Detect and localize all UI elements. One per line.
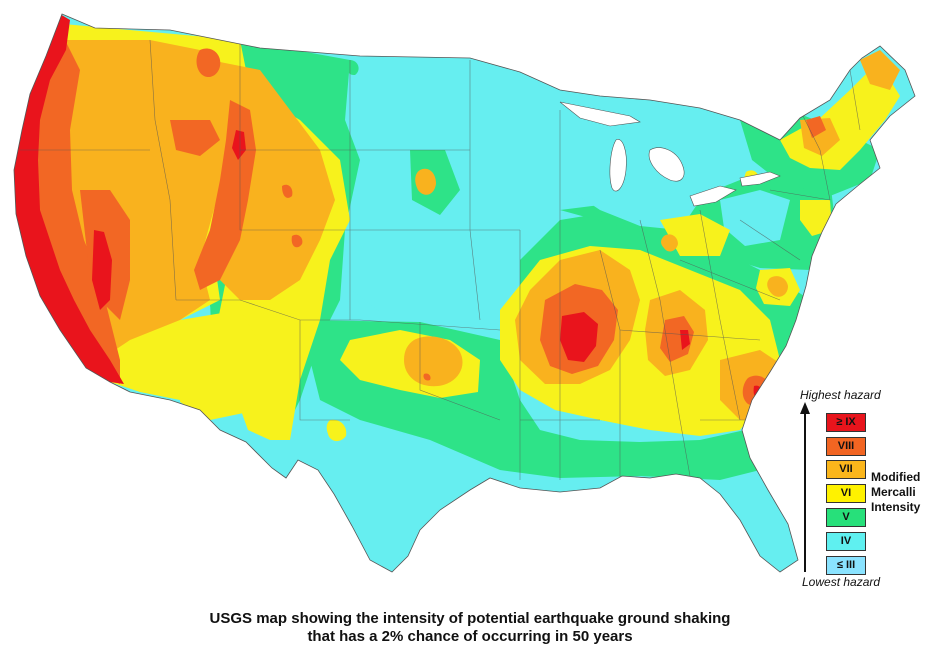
scale-title-line: Modified <box>871 470 921 484</box>
legend-swatch: V <box>826 508 866 527</box>
highest-hazard-label: Highest hazard <box>800 388 881 402</box>
legend-swatch: ≥ IX <box>826 413 866 432</box>
hazard-map <box>13 13 916 573</box>
legend-swatch: ≤ III <box>826 556 866 575</box>
scale-title-line: Intensity <box>871 500 921 514</box>
hazard-arrow <box>800 402 810 572</box>
map-caption-line-1: USGS map showing the intensity of potent… <box>209 610 731 627</box>
scale-title-line: Mercalli <box>871 485 916 499</box>
legend-swatch: IV <box>826 532 866 551</box>
map-caption-line-2: that has a 2% chance of occurring in 50 … <box>307 628 633 645</box>
legend-swatch: VII <box>826 460 866 479</box>
legend-swatch: VI <box>826 484 866 503</box>
lowest-hazard-label: Lowest hazard <box>802 575 881 589</box>
scale-title: Modified Mercalli Intensity <box>871 470 937 515</box>
legend-swatch: VIII <box>826 437 866 456</box>
